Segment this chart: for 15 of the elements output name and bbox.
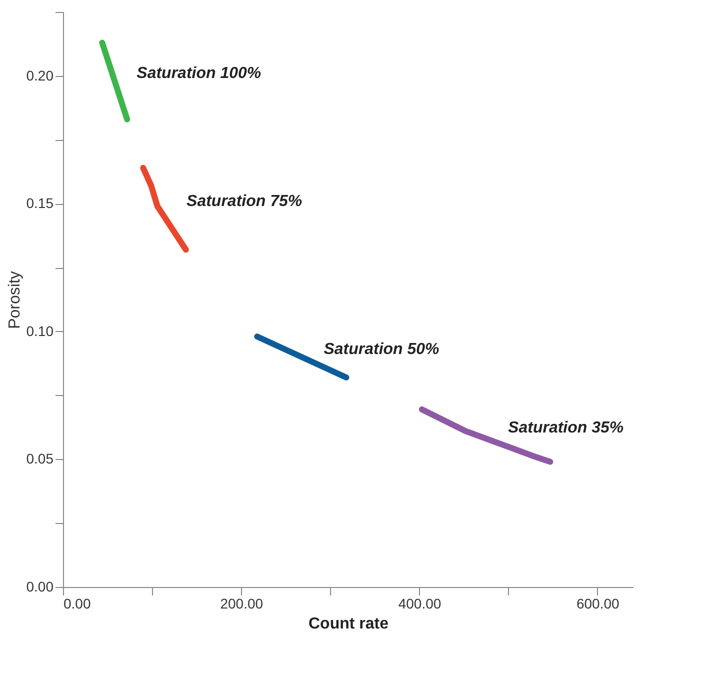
x-tick-label: 600.00	[576, 596, 620, 612]
x-tick-label: 0.00	[64, 596, 91, 612]
y-axis-title: Porosity	[6, 271, 24, 329]
y-tick-label: 0.10	[26, 322, 54, 339]
y-tick-label: 0.00	[26, 578, 54, 594]
y-tick-label: 0.05	[26, 450, 54, 467]
annotation: Saturation 100%	[136, 65, 262, 82]
y-tick-label: 0.20	[26, 67, 54, 84]
annotation: Saturation 50%	[324, 341, 440, 358]
annotation: Saturation 75%	[186, 192, 302, 210]
y-tick-label: 0.15	[26, 195, 54, 212]
x-tick-label: 400.00	[398, 596, 442, 612]
annotation: Saturation 35%	[508, 420, 624, 437]
x-axis-title: Count rate	[308, 616, 389, 632]
x-tick-label: 200.00	[220, 596, 264, 612]
